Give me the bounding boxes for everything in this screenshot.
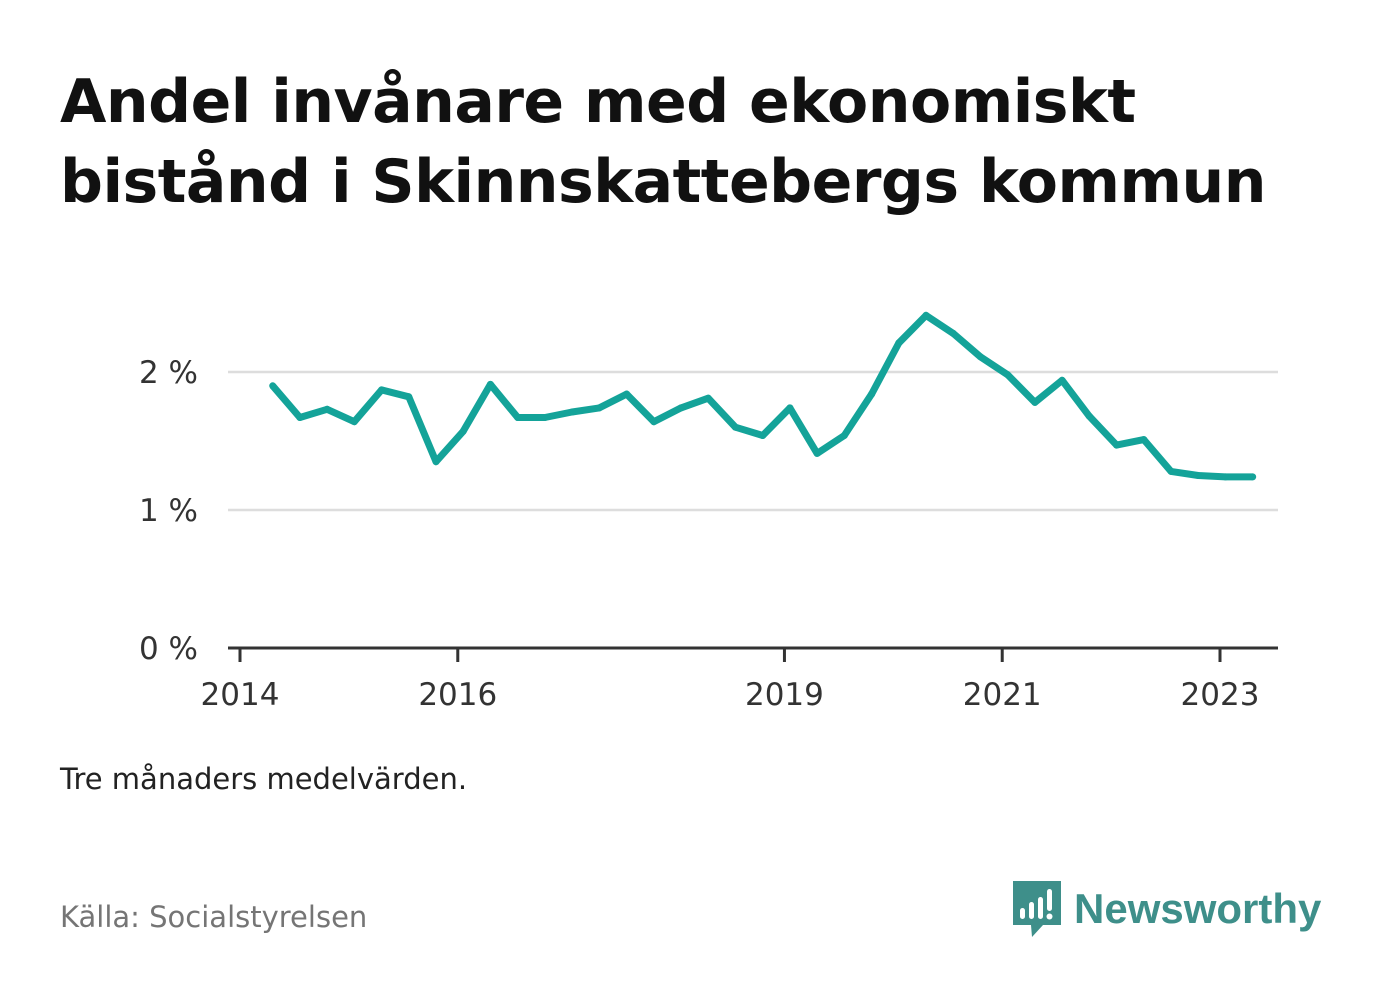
brand-name: Newsworthy <box>1074 885 1322 932</box>
y-tick-label: 1 % <box>139 493 198 529</box>
x-axis-labels: 2014 2016 2019 2021 2023 <box>201 677 1260 713</box>
data-point <box>541 414 549 421</box>
data-point <box>976 353 984 361</box>
data-point <box>1085 412 1093 420</box>
data-point <box>269 382 277 390</box>
data-point <box>595 404 603 412</box>
data-point <box>759 432 767 439</box>
data-point <box>623 390 631 398</box>
bar-chart-speech-bubble-icon <box>1013 881 1061 937</box>
data-point <box>1249 473 1257 481</box>
data-point <box>731 423 739 431</box>
grid-lines <box>228 370 1278 512</box>
data-point <box>432 458 440 466</box>
data-point <box>949 329 957 337</box>
data-point <box>1113 441 1121 449</box>
data-point <box>378 386 386 394</box>
data-point <box>677 404 685 412</box>
x-axis <box>228 646 1278 662</box>
y-tick-label: 0 % <box>139 631 198 667</box>
data-point <box>486 380 494 388</box>
x-tick-label: 2021 <box>963 677 1042 713</box>
data-point <box>405 393 413 401</box>
data-point <box>1140 436 1148 444</box>
data-point <box>786 404 794 412</box>
data-point <box>704 394 712 402</box>
data-point <box>296 414 304 421</box>
y-axis-labels: 0 % 1 % 2 % <box>139 355 198 667</box>
source-label: Källa: Socialstyrelsen <box>60 900 368 934</box>
data-point <box>1167 467 1175 475</box>
chart-title: Andel invånare med ekonomiskt bistånd i … <box>60 67 1266 217</box>
data-point <box>459 427 467 435</box>
data-point <box>1194 472 1202 479</box>
chart-note: Tre månaders medelvärden. <box>60 762 468 796</box>
series-line-0 <box>270 311 1253 481</box>
data-point <box>514 414 522 421</box>
data-point <box>1221 473 1229 481</box>
data-point <box>350 418 358 426</box>
data-point <box>1058 376 1066 384</box>
data-point <box>568 408 576 416</box>
data-point <box>1031 398 1039 406</box>
y-tick-label: 2 % <box>139 355 198 391</box>
data-point <box>895 339 903 347</box>
series-layer <box>269 311 1257 481</box>
data-point <box>840 432 848 439</box>
data-point <box>323 405 331 413</box>
data-point <box>813 449 821 457</box>
x-tick-label: 2014 <box>201 677 280 713</box>
data-point <box>1004 371 1012 379</box>
x-tick-label: 2023 <box>1181 677 1260 713</box>
x-tick-label: 2019 <box>745 677 824 713</box>
x-tick-label: 2016 <box>418 677 497 713</box>
newsworthy-logo: Newsworthy <box>1010 878 1321 940</box>
data-point <box>650 418 658 426</box>
data-point <box>922 311 930 319</box>
data-point <box>868 390 876 398</box>
